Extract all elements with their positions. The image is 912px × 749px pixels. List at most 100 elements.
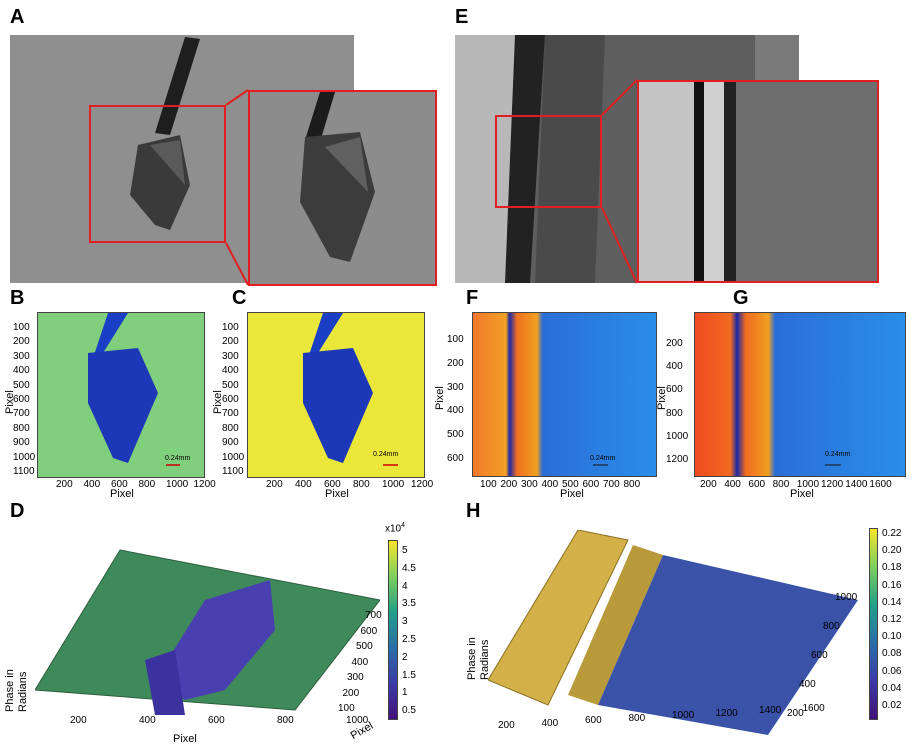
H-cb-tick: 0.02 — [882, 700, 902, 711]
phase-map-b — [37, 312, 205, 478]
panel-label-d: D — [10, 500, 25, 522]
D-cb-tick: 0.5 — [402, 705, 416, 717]
F-x-tick: 300 — [521, 479, 538, 490]
F-y-tick: 400 — [447, 405, 464, 417]
F-y-tick: 100 — [447, 334, 464, 345]
B-y-tick: 800 — [13, 422, 30, 434]
H-cb-tick: 0.08 — [882, 648, 902, 660]
D-cb-tick: 3.5 — [402, 598, 416, 610]
B-y-tick: 300 — [13, 350, 30, 362]
H-x-tick: 600 — [585, 715, 602, 726]
zoom-inset-a — [248, 90, 437, 286]
panel-label-b: B — [10, 287, 25, 309]
D-y-tick: 600 — [360, 625, 378, 637]
B-y-tick: 900 — [13, 437, 30, 449]
H-y-tick: 600 — [811, 650, 828, 661]
D-cb-tick: 1 — [402, 687, 408, 699]
G-y-tick: 600 — [666, 384, 683, 396]
G-x-tick: 200 — [700, 479, 717, 490]
H-cb-tick: 0.12 — [882, 614, 902, 625]
H-cb-tick: 0.06 — [882, 665, 902, 677]
D-cb-tick: 5 — [402, 545, 408, 556]
G-x-tick: 1000 — [796, 479, 820, 490]
panel-label-e: E — [455, 6, 469, 28]
z-axis-label-h: Phase in Radians — [466, 637, 491, 680]
B-x-tick: 200 — [56, 479, 73, 490]
C-y-tick: 500 — [222, 379, 239, 391]
G-x-tick: 400 — [724, 479, 741, 490]
C-y-tick: 800 — [222, 422, 239, 434]
F-x-tick: 200 — [500, 479, 518, 490]
G-y-tick: 1000 — [666, 430, 689, 442]
panel-label-c: C — [232, 287, 247, 309]
H-cb-tick: 0.10 — [882, 631, 902, 643]
H-cb-tick: 0.14 — [882, 596, 902, 608]
B-x-tick: 1000 — [166, 479, 189, 490]
x-axis-label-g: Pixel — [790, 488, 814, 500]
z-axis-label-d: Phase in Radians — [4, 669, 29, 712]
D-y-tick: 100 — [338, 703, 355, 714]
D-cb-tick: 4 — [402, 580, 408, 592]
D-x-tick: 600 — [208, 715, 225, 726]
surface-plot-d — [35, 549, 380, 715]
B-y-tick: 100 — [13, 322, 30, 333]
B-x-tick: 800 — [138, 479, 156, 490]
G-x-tick: 800 — [772, 479, 790, 490]
phase-map-f — [472, 312, 657, 477]
H-x-tick: 1200 — [715, 707, 738, 719]
G-y-tick: 200 — [666, 338, 683, 349]
B-y-tick: 400 — [13, 365, 30, 377]
F-x-tick: 500 — [562, 479, 579, 490]
C-x-tick: 1200 — [411, 479, 434, 490]
G-x-tick: 1600 — [869, 479, 892, 490]
colorbar-multiplier-d: x104 — [385, 522, 406, 535]
C-y-tick: 300 — [222, 350, 239, 362]
C-y-tick: 900 — [222, 437, 239, 449]
H-y-tick: 400 — [799, 679, 816, 690]
scale-bar-label-g: 0.24mm — [825, 451, 851, 458]
D-y-tick: 400 — [351, 656, 369, 668]
C-x-tick: 1000 — [382, 479, 405, 490]
F-x-tick: 400 — [541, 479, 559, 490]
F-y-tick: 200 — [447, 357, 464, 369]
C-x-tick: 600 — [324, 479, 341, 490]
H-cb-tick: 0.18 — [882, 562, 902, 574]
H-y-tick: 1000 — [835, 592, 858, 603]
H-y-tick: 800 — [823, 621, 840, 632]
phase-map-c — [247, 312, 425, 478]
H-y-tick: 200 — [787, 708, 804, 719]
B-y-tick: 1000 — [13, 451, 36, 463]
H-cb-tick: 0.04 — [882, 682, 902, 694]
F-x-tick: 600 — [582, 479, 600, 490]
B-y-tick: 1100 — [13, 466, 35, 477]
C-y-tick: 1000 — [222, 451, 245, 463]
panel-label-h: H — [466, 500, 481, 522]
scale-bar-label-b: 0.24mm — [165, 455, 191, 462]
H-x-tick: 200 — [498, 720, 515, 731]
D-cb-tick: 2.5 — [402, 634, 416, 645]
F-x-tick: 700 — [603, 479, 620, 490]
D-x-tick: 400 — [139, 715, 156, 726]
D-y-tick: 700 — [365, 610, 382, 621]
B-y-tick: 500 — [13, 379, 30, 391]
B-x-tick: 400 — [83, 479, 101, 490]
B-y-tick: 700 — [13, 408, 30, 420]
F-y-tick: 500 — [447, 429, 464, 441]
H-cb-tick: 0.16 — [882, 579, 902, 591]
D-cb-tick: 4.5 — [402, 562, 416, 574]
H-cb-tick: 0.20 — [882, 545, 902, 557]
colorbar-d — [388, 540, 398, 720]
G-x-tick: 1400 — [845, 479, 868, 490]
scale-bar-label-f: 0.24mm — [590, 455, 616, 462]
D-y-tick: 500 — [356, 641, 373, 652]
D-x-tick: 200 — [70, 715, 87, 726]
panel-label-f: F — [466, 287, 479, 309]
B-x-tick: 1200 — [193, 479, 216, 490]
D-y-tick: 200 — [342, 687, 360, 699]
panel-label-a: A — [10, 6, 25, 28]
F-x-tick: 800 — [623, 479, 641, 490]
x-axis-label-f: Pixel — [560, 488, 584, 500]
C-x-tick: 800 — [353, 479, 370, 490]
C-x-tick: 400 — [295, 479, 312, 490]
